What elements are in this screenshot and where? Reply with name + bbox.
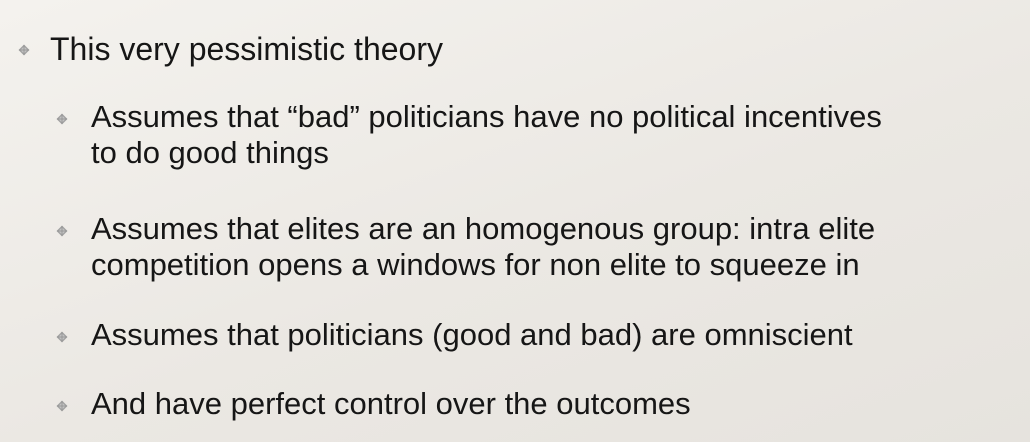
sub-bullet-text: Assumes that “bad” politicians have no p…	[91, 99, 991, 171]
diamond-bullet-icon	[18, 44, 30, 56]
diamond-bullet-icon	[56, 113, 68, 125]
sub-bullet-line: competition opens a windows for non elit…	[91, 247, 860, 282]
diamond-bullet-icon	[56, 331, 68, 343]
diamond-bullet-icon	[56, 400, 68, 412]
diamond-bullet-icon	[56, 225, 68, 237]
sub-bullet-line: to do good things	[91, 135, 329, 170]
sub-bullet-item: And have perfect control over the outcom…	[56, 386, 991, 422]
sub-bullet-text: And have perfect control over the outcom…	[91, 386, 991, 422]
sub-bullet-line: Assumes that “bad” politicians have no p…	[91, 99, 882, 134]
sub-bullet-item: Assumes that elites are an homogenous gr…	[56, 211, 991, 283]
main-bullet-item: This very pessimistic theory	[18, 29, 950, 69]
sub-bullet-item: Assumes that politicians (good and bad) …	[56, 317, 991, 353]
main-bullet-text: This very pessimistic theory	[50, 31, 443, 67]
sub-bullet-text: Assumes that politicians (good and bad) …	[91, 317, 991, 353]
sub-bullet-line: Assumes that elites are an homogenous gr…	[91, 211, 876, 246]
sub-bullet-item: Assumes that “bad” politicians have no p…	[56, 99, 991, 171]
sub-bullet-text: Assumes that elites are an homogenous gr…	[91, 211, 991, 283]
sub-bullet-line: And have perfect control over the outcom…	[91, 386, 691, 421]
sub-bullet-line: Assumes that politicians (good and bad) …	[91, 317, 853, 352]
